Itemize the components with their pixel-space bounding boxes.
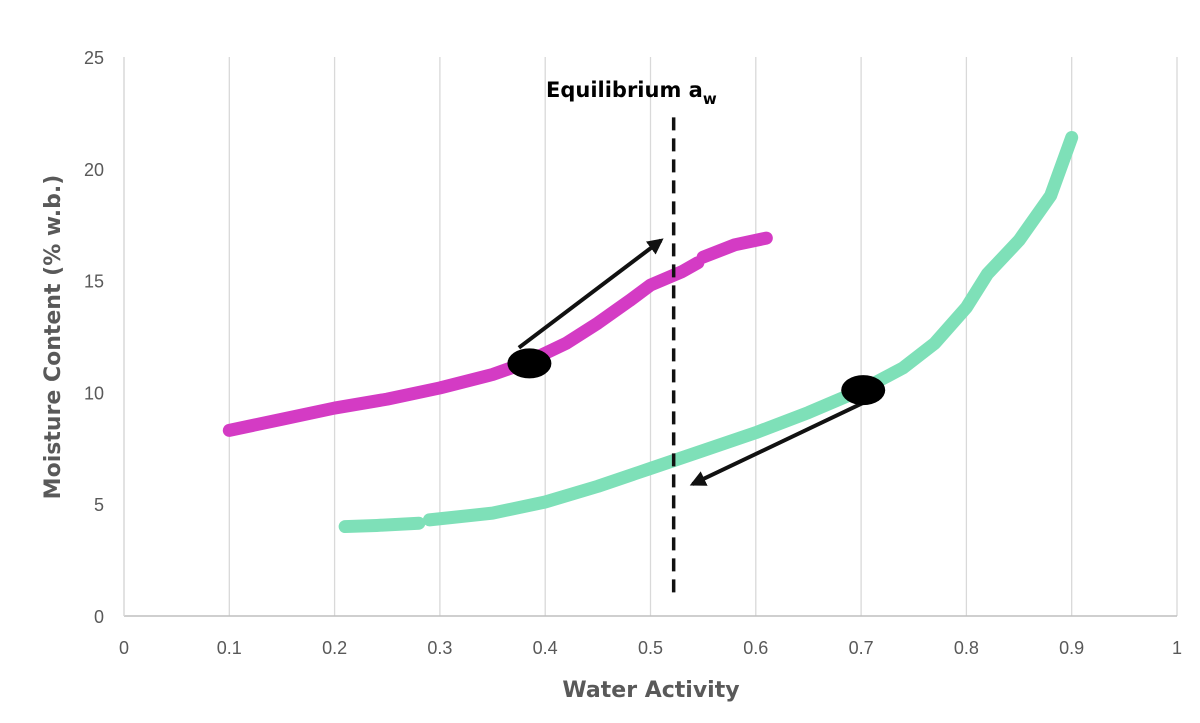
equilibrium-label-subscript: w xyxy=(703,90,717,108)
x-tick-label: 0.8 xyxy=(954,638,979,658)
x-tick-label: 0.3 xyxy=(427,638,452,658)
direction-arrow xyxy=(689,399,868,486)
y-axis-title: Moisture Content (% w.b.) xyxy=(41,175,66,500)
x-tick-label: 0.5 xyxy=(638,638,663,658)
x-tick-label: 0.2 xyxy=(322,638,347,658)
x-tick-label: 0.9 xyxy=(1059,638,1084,658)
grid xyxy=(123,57,1178,616)
series-2-line xyxy=(422,130,1079,527)
annotation-marks xyxy=(507,238,886,486)
x-tick-labels: 0 0.1 0.2 0.3 0.4 0.5 0.6 0.7 0.8 0.9 1 xyxy=(119,638,1182,658)
y-tick-label: 5 xyxy=(94,495,104,515)
x-tick-label: 0 xyxy=(119,638,129,658)
series-1-line xyxy=(696,231,773,264)
x-tick-label: 0.1 xyxy=(217,638,242,658)
equilibrium-start-point xyxy=(841,375,886,406)
y-tick-label: 0 xyxy=(94,607,104,627)
x-tick-label: 0.7 xyxy=(849,638,874,658)
x-tick-label: 0.6 xyxy=(743,638,768,658)
equilibrium-start-point xyxy=(507,348,552,379)
x-tick-label: 1 xyxy=(1172,638,1182,658)
equilibrium-label-main: Equilibrium a xyxy=(546,78,703,102)
equilibrium-group: Equilibrium aw xyxy=(546,78,717,596)
equilibrium-label: Equilibrium aw xyxy=(546,78,717,108)
direction-arrow xyxy=(517,238,664,350)
series-1-line xyxy=(222,256,705,437)
y-tick-label: 15 xyxy=(84,272,104,292)
x-axis-title: Water Activity xyxy=(562,678,739,703)
y-tick-label: 10 xyxy=(84,383,104,403)
y-tick-label: 20 xyxy=(84,160,104,180)
series-2-line xyxy=(338,516,426,534)
y-tick-labels: 0 5 10 15 20 25 xyxy=(84,48,104,627)
x-tick-label: 0.4 xyxy=(533,638,558,658)
y-tick-label: 25 xyxy=(84,48,104,68)
axes xyxy=(123,57,1177,617)
